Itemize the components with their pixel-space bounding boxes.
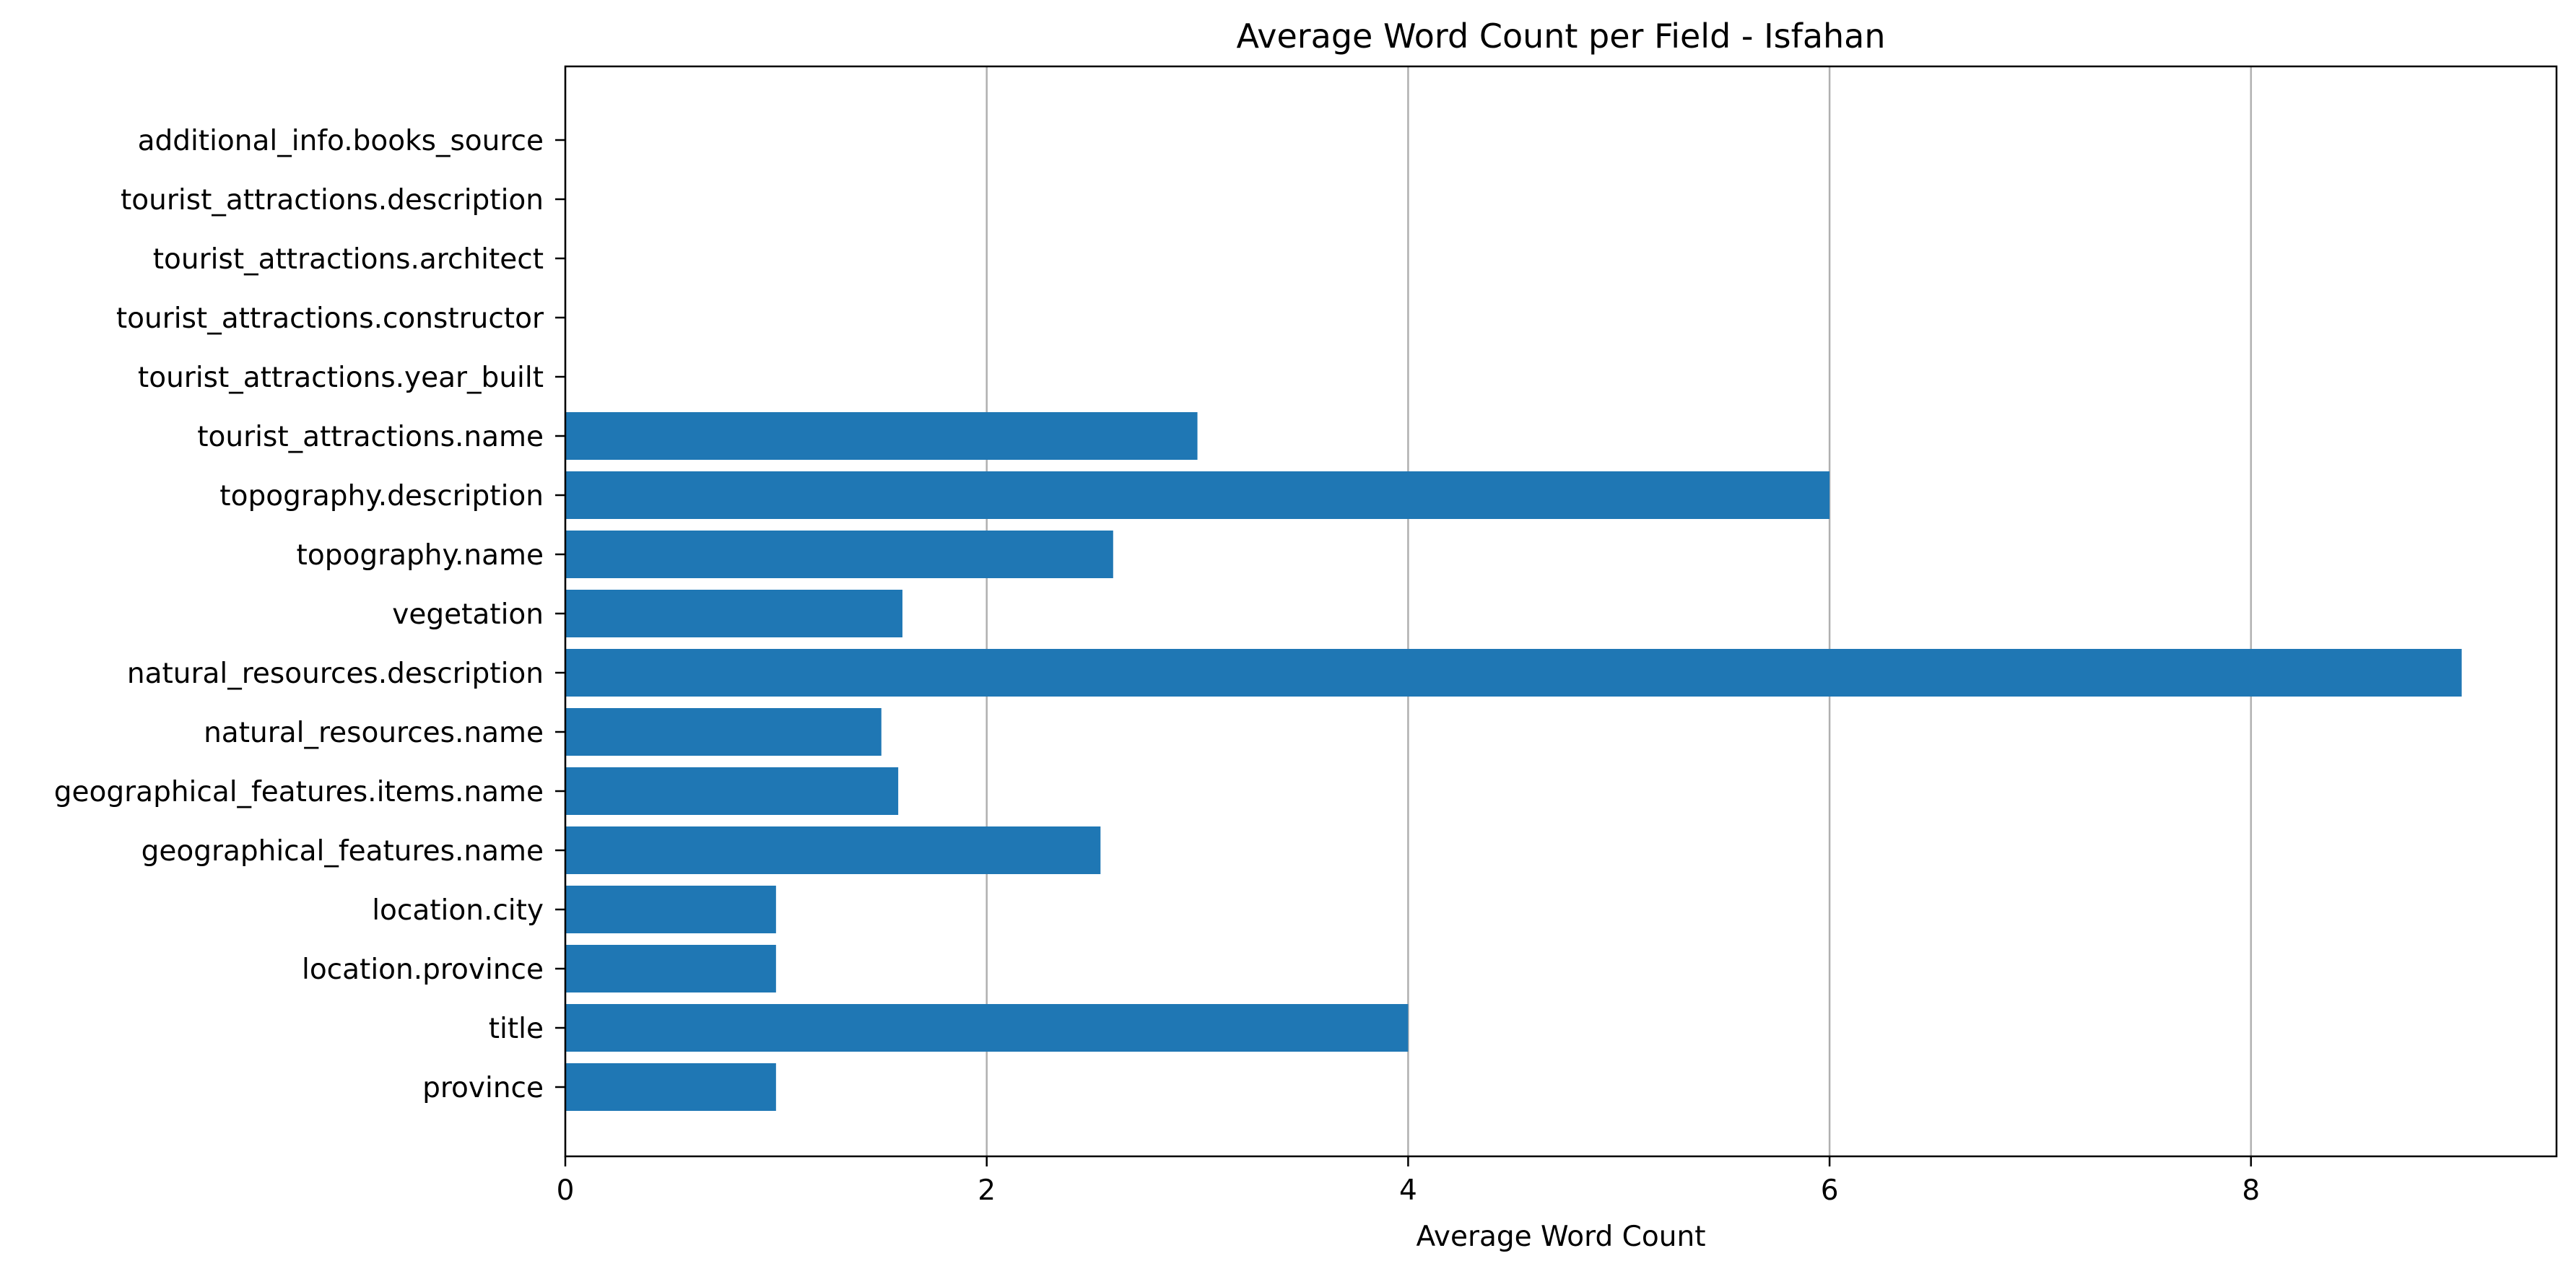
bar-location-province xyxy=(565,945,776,992)
bar-vegetation xyxy=(565,590,902,637)
y-tick-label-1: title xyxy=(489,1013,544,1045)
bar-location-city xyxy=(565,886,776,933)
y-tick-label-11: tourist_attractions.name xyxy=(197,421,544,453)
y-tick-label-2: location.province xyxy=(302,954,544,986)
bar-title xyxy=(565,1004,1409,1052)
bar-geographical-features-items-name xyxy=(565,767,899,815)
x-tick-label-0: 0 xyxy=(557,1174,575,1207)
y-tick-label-15: tourist_attractions.description xyxy=(121,184,544,217)
x-tick-label-2: 4 xyxy=(1399,1174,1417,1207)
chart-title: Average Word Count per Field - Isfahan xyxy=(1236,17,1885,56)
bar-natural-resources-description xyxy=(565,649,2462,697)
x-axis-ticks: 0 2 4 6 8 xyxy=(557,1156,2260,1207)
y-tick-label-9: topography.name xyxy=(297,539,544,572)
bar-geographical-features-name xyxy=(565,826,1101,874)
bar-natural-resources-name xyxy=(565,708,882,756)
y-tick-label-16: additional_info.books_source xyxy=(138,125,544,157)
y-tick-label-6: natural_resources.name xyxy=(204,717,544,749)
x-tick-label-3: 6 xyxy=(1821,1174,1839,1207)
y-tick-label-12: tourist_attractions.year_built xyxy=(138,362,544,394)
y-tick-label-4: geographical_features.name xyxy=(142,835,544,868)
bars xyxy=(565,412,2462,1111)
y-tick-label-8: vegetation xyxy=(392,598,544,631)
bar-province xyxy=(565,1063,776,1111)
x-tick-label-4: 8 xyxy=(2242,1174,2260,1207)
bar-topography-description xyxy=(565,471,1830,519)
y-tick-label-7: natural_resources.description xyxy=(127,658,544,690)
y-tick-label-10: topography.description xyxy=(219,480,544,512)
plot-frame xyxy=(564,65,2558,1158)
x-axis-label: Average Word Count xyxy=(1416,1221,1705,1253)
y-tick-label-14: tourist_attractions.architect xyxy=(153,243,544,276)
y-tick-label-5: geographical_features.items.name xyxy=(54,776,544,808)
y-axis-ticks: province title location.province location.c… xyxy=(54,125,565,1104)
bar-topography-name xyxy=(565,531,1113,578)
y-tick-label-3: location.city xyxy=(372,894,544,927)
y-tick-label-13: tourist_attractions.constructor xyxy=(116,302,544,335)
y-tick-label-0: province xyxy=(422,1072,544,1104)
bar-tourist-attractions-name xyxy=(565,412,1198,460)
x-tick-label-1: 2 xyxy=(978,1174,996,1207)
